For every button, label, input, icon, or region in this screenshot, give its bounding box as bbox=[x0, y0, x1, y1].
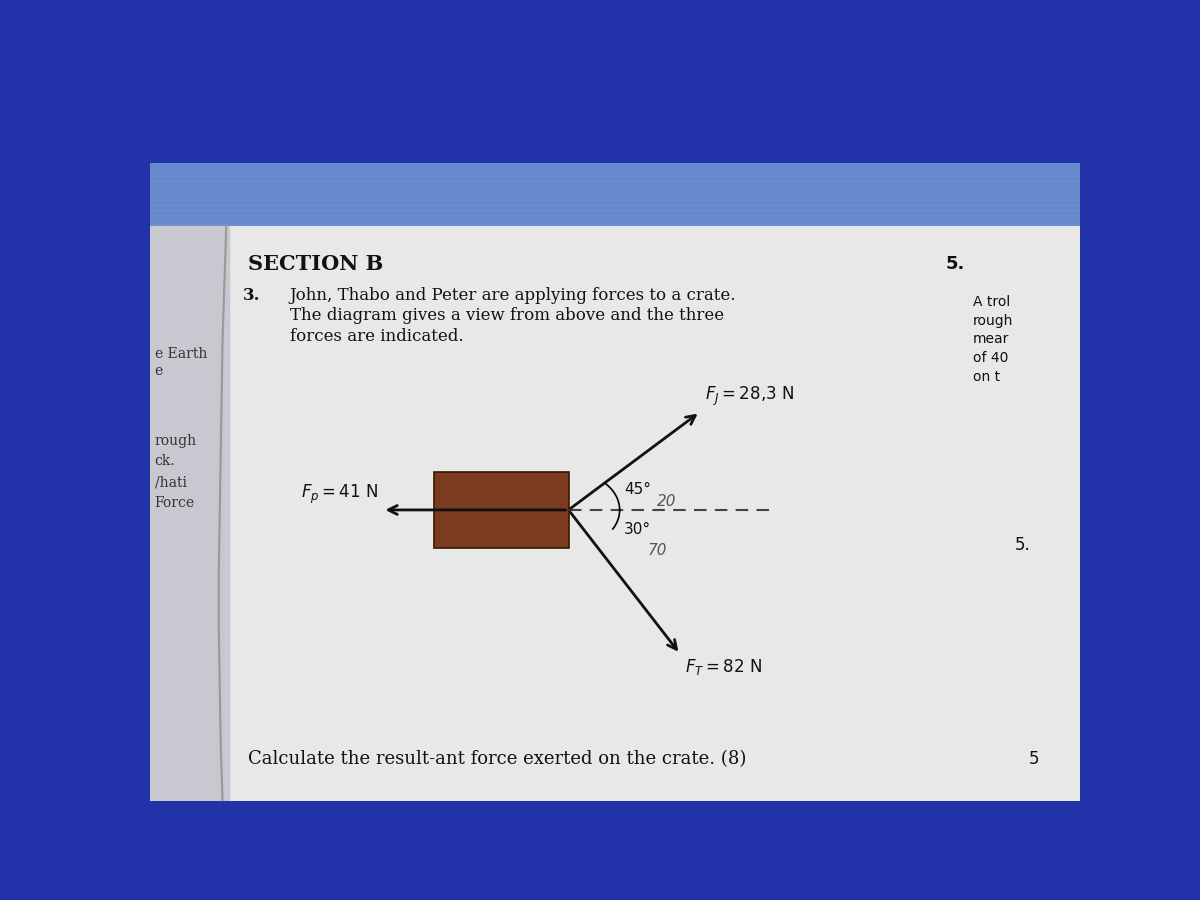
Text: rough: rough bbox=[155, 434, 197, 447]
Text: 5.: 5. bbox=[1015, 536, 1031, 554]
Text: 5: 5 bbox=[1028, 751, 1039, 769]
Text: mear: mear bbox=[973, 332, 1009, 347]
Text: SECTION B: SECTION B bbox=[247, 254, 383, 274]
Text: Calculate the result­ant force exerted on the crate. (8): Calculate the result­ant force exerted o… bbox=[247, 751, 746, 769]
Text: $F_J = 28{,}3\ \mathrm{N}$: $F_J = 28{,}3\ \mathrm{N}$ bbox=[704, 385, 794, 409]
Bar bbox=[433, 472, 569, 548]
Text: A trol: A trol bbox=[973, 295, 1010, 309]
Text: 30°: 30° bbox=[624, 522, 652, 536]
Text: 5.: 5. bbox=[946, 255, 965, 273]
FancyBboxPatch shape bbox=[150, 164, 1080, 226]
Text: Force: Force bbox=[155, 496, 194, 510]
Text: on t: on t bbox=[973, 370, 1000, 384]
Text: $F_p = 41\ \mathrm{N}$: $F_p = 41\ \mathrm{N}$ bbox=[301, 483, 378, 507]
Text: /hati: /hati bbox=[155, 475, 187, 490]
Text: 70: 70 bbox=[648, 543, 667, 558]
Text: John, Thabo and Peter are applying forces to a crate.: John, Thabo and Peter are applying force… bbox=[289, 286, 736, 303]
Text: ck.: ck. bbox=[155, 454, 175, 468]
Polygon shape bbox=[150, 226, 229, 801]
Text: $F_T = 82\ \mathrm{N}$: $F_T = 82\ \mathrm{N}$ bbox=[685, 657, 762, 678]
Text: 3.: 3. bbox=[242, 286, 260, 303]
FancyBboxPatch shape bbox=[229, 226, 1080, 801]
Text: 45°: 45° bbox=[624, 482, 652, 497]
Text: rough: rough bbox=[973, 314, 1014, 328]
Text: forces are indicated.: forces are indicated. bbox=[289, 328, 463, 346]
Text: 20: 20 bbox=[656, 494, 677, 509]
Text: of 40: of 40 bbox=[973, 351, 1008, 365]
Text: The diagram gives a view from above and the three: The diagram gives a view from above and … bbox=[289, 308, 724, 324]
Text: e: e bbox=[155, 364, 163, 378]
Text: e Earth: e Earth bbox=[155, 347, 208, 361]
